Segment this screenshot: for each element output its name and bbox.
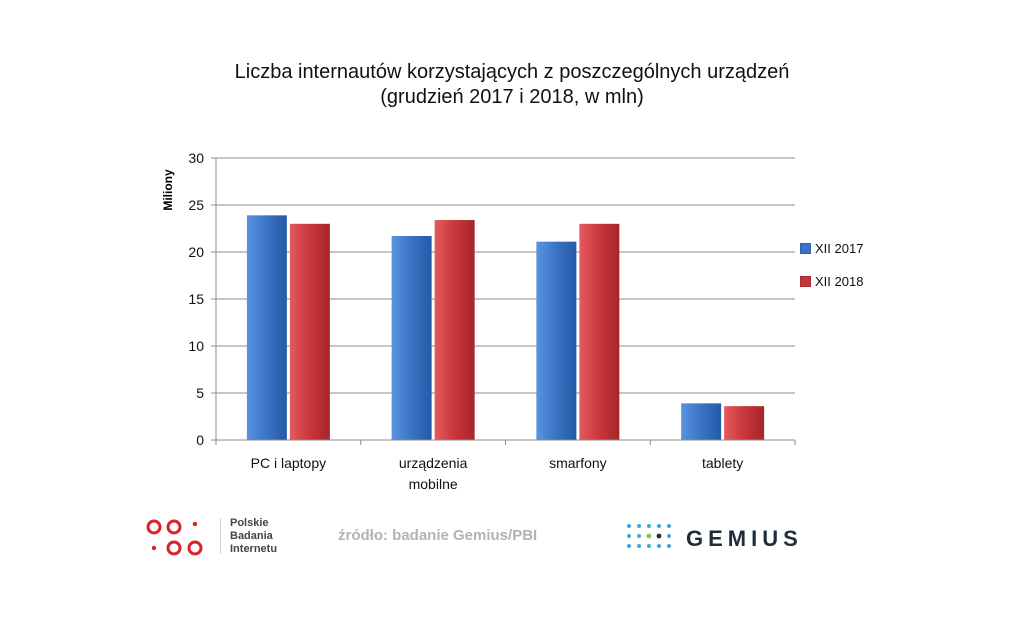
- y-tick-label: 20: [188, 244, 204, 260]
- bar-2017: [246, 215, 287, 440]
- bar-2018: [434, 220, 475, 440]
- x-tick-label: mobilne: [409, 476, 458, 492]
- x-tick-label: smarfony: [549, 455, 607, 471]
- chart-title: Liczba internautów korzystających z posz…: [234, 61, 790, 83]
- pbi-divider: [220, 518, 221, 554]
- y-tick-label: 5: [196, 385, 204, 401]
- legend-item-2018: XII 2018: [800, 273, 863, 290]
- y-tick-label: 30: [188, 150, 204, 166]
- chart-subtitle: (grudzień 2017 i 2018, w mln): [380, 86, 644, 108]
- x-tick-label: urządzenia: [399, 455, 468, 471]
- y-tick-label: 10: [188, 338, 204, 354]
- source-note: źródło: badanie Gemius/PBI: [338, 527, 538, 544]
- y-tick-label: 0: [196, 432, 204, 448]
- bar-2018: [289, 223, 330, 440]
- footer: Polskie Badania Internetu źródło: badani…: [0, 512, 1024, 572]
- bar-2017: [391, 236, 432, 440]
- legend-label-2018: XII 2018: [815, 274, 864, 289]
- legend-label-2017: XII 2017: [815, 241, 864, 256]
- chart-title-block: Liczba internautów korzystających z posz…: [0, 60, 1024, 110]
- legend: XII 2017 XII 2018: [800, 240, 863, 306]
- bar-2017: [536, 241, 577, 440]
- pbi-line-2: Badania: [230, 530, 273, 542]
- x-tick-label: PC i laptopy: [251, 455, 326, 471]
- bar-2017: [681, 403, 722, 440]
- legend-swatch-2017: [800, 243, 811, 254]
- legend-item-2017: XII 2017: [800, 240, 863, 257]
- x-tick-label: tablety: [702, 455, 743, 471]
- y-tick-label: 25: [188, 197, 204, 213]
- y-axis-label: Miliony: [161, 169, 175, 211]
- pbi-wordmark: Polskie Badania Internetu: [230, 517, 277, 556]
- bar-2018: [724, 406, 765, 440]
- pbi-line-1: Polskie: [230, 517, 269, 529]
- legend-swatch-2018: [800, 276, 811, 287]
- gemius-wordmark: GEMIUS: [686, 526, 803, 551]
- pbi-line-3: Internetu: [230, 543, 278, 555]
- gemius-dots-icon: [627, 524, 671, 548]
- bar-chart: 0 5 10 15 20 25 30 PC i laptopy urządzenia mobiln…: [161, 150, 796, 492]
- pbi-logo-icon: [146, 519, 203, 556]
- bar-2018: [579, 223, 620, 440]
- y-tick-label: 15: [188, 291, 204, 307]
